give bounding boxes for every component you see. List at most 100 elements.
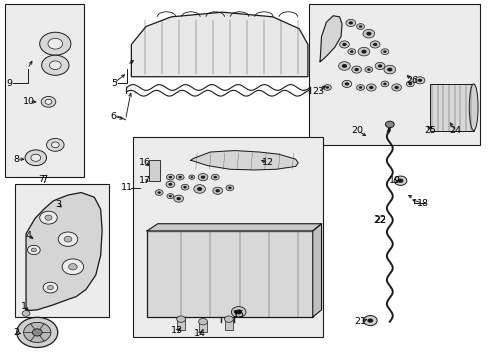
Polygon shape [320,16,341,62]
Text: 26: 26 [406,76,418,85]
Circle shape [27,245,40,255]
Circle shape [366,84,375,91]
Circle shape [25,150,46,166]
Circle shape [414,77,424,84]
Bar [198,321,207,332]
Circle shape [325,86,328,89]
Text: 1: 1 [21,302,27,311]
Bar [4,4,83,177]
Circle shape [49,61,61,69]
Circle shape [68,264,77,270]
Circle shape [178,176,182,179]
Circle shape [198,174,207,181]
Circle shape [386,68,392,72]
Text: 11: 11 [120,183,132,192]
Circle shape [43,282,58,293]
Circle shape [356,24,364,30]
Text: 15: 15 [232,310,244,319]
Text: 16: 16 [138,158,150,167]
Circle shape [407,82,411,85]
Circle shape [358,86,362,89]
Ellipse shape [468,84,477,131]
Text: 22: 22 [373,215,386,225]
Circle shape [417,79,421,82]
Circle shape [366,68,370,71]
Text: 10: 10 [23,97,35,106]
Circle shape [341,80,351,87]
Circle shape [213,176,217,179]
Polygon shape [26,193,102,311]
Circle shape [354,68,358,71]
Circle shape [215,189,220,192]
Text: 3: 3 [55,200,61,209]
Circle shape [385,121,393,128]
Circle shape [41,55,69,75]
Circle shape [391,84,401,91]
Circle shape [363,316,376,325]
Circle shape [383,82,386,85]
Text: 23: 23 [312,86,324,95]
Circle shape [380,49,388,54]
Text: 2: 2 [13,328,19,337]
Text: 25: 25 [424,126,436,135]
Text: 19: 19 [388,176,400,185]
Circle shape [377,64,382,68]
Circle shape [46,138,64,151]
Circle shape [323,85,330,90]
Circle shape [380,81,388,87]
Text: 7: 7 [41,175,48,185]
Circle shape [47,285,53,290]
Text: 13: 13 [171,326,183,335]
Circle shape [23,322,51,342]
Circle shape [176,316,185,322]
Circle shape [168,195,172,197]
Text: 18: 18 [416,199,427,208]
Bar [149,160,160,181]
Circle shape [198,319,207,325]
Circle shape [342,43,346,46]
Circle shape [17,318,58,347]
Circle shape [201,176,205,179]
Circle shape [168,183,172,186]
Circle shape [406,81,413,87]
Bar [429,84,473,131]
Circle shape [165,181,174,188]
Text: 22: 22 [373,216,385,225]
Circle shape [351,66,361,73]
Circle shape [347,49,355,54]
Circle shape [48,39,62,49]
Circle shape [176,197,181,200]
Circle shape [32,329,42,336]
Circle shape [393,176,406,185]
Bar [224,319,233,330]
Circle shape [341,64,346,68]
Circle shape [374,62,384,69]
Circle shape [357,47,369,56]
Polygon shape [190,150,298,170]
Circle shape [51,142,59,148]
Circle shape [31,154,41,161]
Circle shape [231,307,245,318]
Circle shape [58,232,78,246]
Circle shape [190,176,193,178]
Circle shape [168,176,172,179]
Circle shape [383,65,395,74]
Circle shape [225,185,233,191]
Circle shape [155,190,163,195]
Circle shape [383,50,386,53]
Bar [147,231,312,317]
Circle shape [193,185,205,193]
Circle shape [235,310,242,315]
Bar [15,184,109,317]
Circle shape [356,85,364,90]
Polygon shape [147,224,321,231]
Bar [133,137,323,337]
Circle shape [366,32,371,36]
Text: 21: 21 [354,317,366,326]
Circle shape [197,187,202,191]
Text: 9: 9 [6,79,13,88]
Bar [176,319,185,330]
Circle shape [227,186,231,189]
Circle shape [40,211,57,224]
Text: 14: 14 [193,329,205,338]
